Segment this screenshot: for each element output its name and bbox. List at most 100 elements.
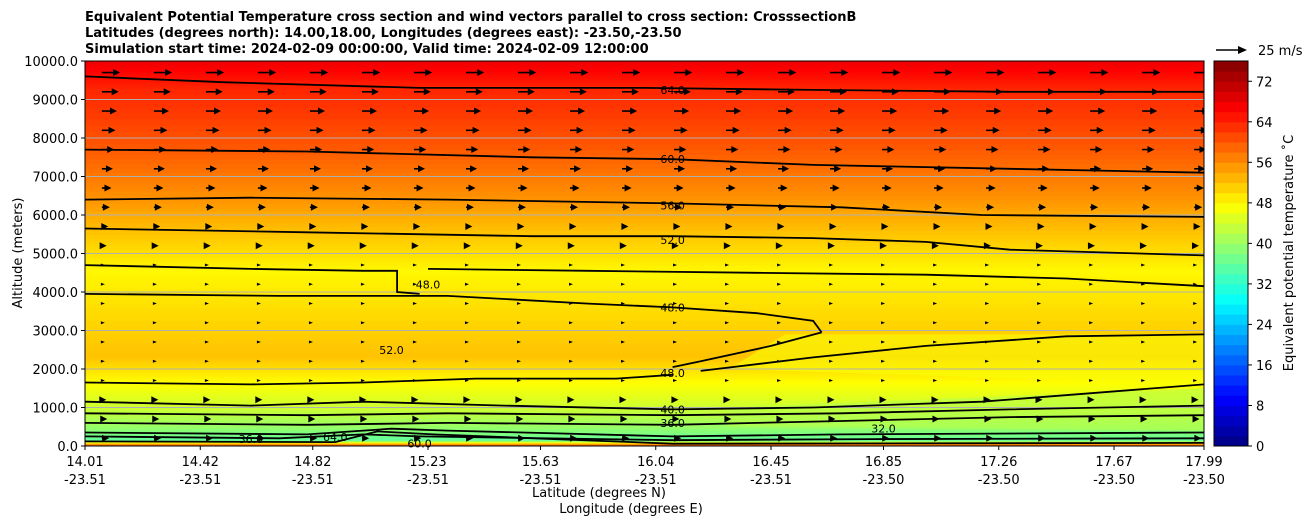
- theta-e-band: [85, 373, 1204, 377]
- x-tick-label-lat: 15.63: [522, 455, 559, 470]
- contour-56: [85, 196, 1204, 218]
- theta-e-band: [85, 131, 1204, 138]
- wind-vector-head: [723, 242, 731, 250]
- colorbar-tick-label: 24: [1256, 318, 1273, 333]
- colorbar-segment: [1214, 91, 1248, 103]
- wind-vector-head: [364, 184, 372, 192]
- wind-vector-head: [204, 415, 212, 423]
- wind-vector-head: [731, 146, 739, 154]
- wind-vector-head: [726, 434, 734, 442]
- y-axis: 0.0 1000.0 2000.0 3000.0 4000.0 5000.0 6000.0 7…: [24, 55, 85, 455]
- wind-vector-head: [628, 126, 636, 134]
- wind-vector-head: [827, 396, 835, 404]
- wind-vector-head: [775, 396, 783, 404]
- contour-labels: 64.060.056.052.048.048.052.048.040.036.0…: [239, 84, 896, 451]
- wind-vector-head: [841, 69, 849, 77]
- wind-vector-head: [1205, 69, 1212, 76]
- theta-e-band: [85, 437, 1204, 440]
- contour-label: 36.0: [239, 433, 264, 446]
- theta-e-band: [85, 143, 1204, 151]
- y-tick-label: 2000.0: [33, 363, 79, 378]
- colorbar-segment: [1214, 273, 1248, 285]
- wind-vector-head: [464, 379, 469, 383]
- wind-vector-head: [1087, 242, 1095, 250]
- contour-48-nose: [672, 331, 822, 368]
- wind-vector-head: [624, 184, 632, 192]
- wind-vector-head: [673, 359, 678, 363]
- theta-e-band: [85, 364, 1204, 368]
- wind-vector-head: [890, 107, 898, 115]
- theta-e-contour-lines: [85, 75, 1204, 445]
- wind-vector-head: [99, 242, 107, 250]
- wind-vector-head: [260, 184, 268, 192]
- wind-vector-head: [1200, 126, 1204, 134]
- wind-vector-head: [673, 302, 678, 306]
- x-tick-label-lat: 17.99: [1185, 455, 1222, 470]
- theta-e-band: [85, 388, 1204, 392]
- wind-vector-head: [470, 165, 478, 173]
- wind-vector-head: [633, 69, 641, 77]
- wind-vector-head: [316, 126, 324, 134]
- wind-vector-head: [1193, 359, 1198, 363]
- wind-vector-head: [1141, 282, 1146, 286]
- wind-vector-head: [307, 396, 315, 404]
- colorbar-segment: [1214, 162, 1248, 173]
- wind-vector-head: [100, 415, 108, 423]
- theta-e-band: [85, 276, 1204, 282]
- wind-vector-head: [312, 184, 320, 192]
- theta-e-band: [85, 261, 1204, 266]
- contour-label: 52.0: [379, 344, 404, 357]
- wind-vector-head: [104, 184, 112, 192]
- wind-vector-head: [782, 165, 790, 173]
- wind-vector-head: [463, 242, 471, 250]
- wind-vector-head: [783, 146, 791, 154]
- wind-vector-head: [1037, 359, 1042, 363]
- wind-vector-head: [777, 302, 782, 306]
- wind-vector-head: [621, 379, 626, 383]
- wind-vector-head: [360, 321, 365, 325]
- theta-e-band: [85, 230, 1204, 235]
- wind-vector-head: [151, 242, 159, 250]
- wind-vector-head: [725, 321, 730, 325]
- contour-label: 60.0: [407, 438, 432, 451]
- wind-vector-head: [468, 184, 476, 192]
- wind-vector-head: [932, 415, 940, 423]
- wind-vector-head: [208, 184, 216, 192]
- wind-vector-head: [204, 282, 209, 286]
- wind-vector-head: [883, 203, 891, 211]
- wind-vector-head: [159, 146, 167, 154]
- wind-vector-head: [308, 340, 313, 344]
- wind-vector-head: [360, 379, 365, 383]
- wind-vector-head: [412, 302, 417, 306]
- wind-vector-head: [154, 203, 162, 211]
- wind-vector-head: [310, 203, 318, 211]
- colorbar-segment: [1214, 304, 1248, 315]
- colorbar-segment: [1214, 425, 1248, 437]
- wind-vector-head: [529, 69, 537, 77]
- wind-vector-head: [834, 165, 842, 173]
- colorbar-tick-label: 0: [1256, 440, 1264, 455]
- wind-vector-head: [1046, 107, 1054, 115]
- wind-vector-head: [780, 184, 788, 192]
- wind-vector-head: [366, 165, 374, 173]
- wind-vector-head: [1098, 107, 1106, 115]
- wind-vector-head: [152, 415, 160, 423]
- wind-vector-head: [1089, 379, 1094, 383]
- wind-vector-head: [776, 415, 784, 423]
- wind-vector-head: [1141, 340, 1146, 344]
- colorbar-segment: [1214, 435, 1248, 447]
- wind-vector-head: [1194, 434, 1202, 442]
- wind-vector-head: [163, 88, 171, 96]
- theta-e-band: [85, 426, 1204, 429]
- wind-vector-head: [527, 88, 535, 96]
- wind-vector-head: [153, 223, 161, 231]
- wind-vector-head: [309, 223, 317, 231]
- wind-vector-head: [985, 340, 990, 344]
- wind-vector-head: [108, 126, 116, 134]
- wind-vector-head: [1043, 146, 1051, 154]
- theta-e-band: [85, 61, 1204, 65]
- colorbar-tick-label: 72: [1256, 75, 1273, 90]
- wind-vector-head: [1141, 359, 1146, 363]
- theta-e-band: [85, 432, 1204, 435]
- colorbar-frame: [1213, 60, 1249, 447]
